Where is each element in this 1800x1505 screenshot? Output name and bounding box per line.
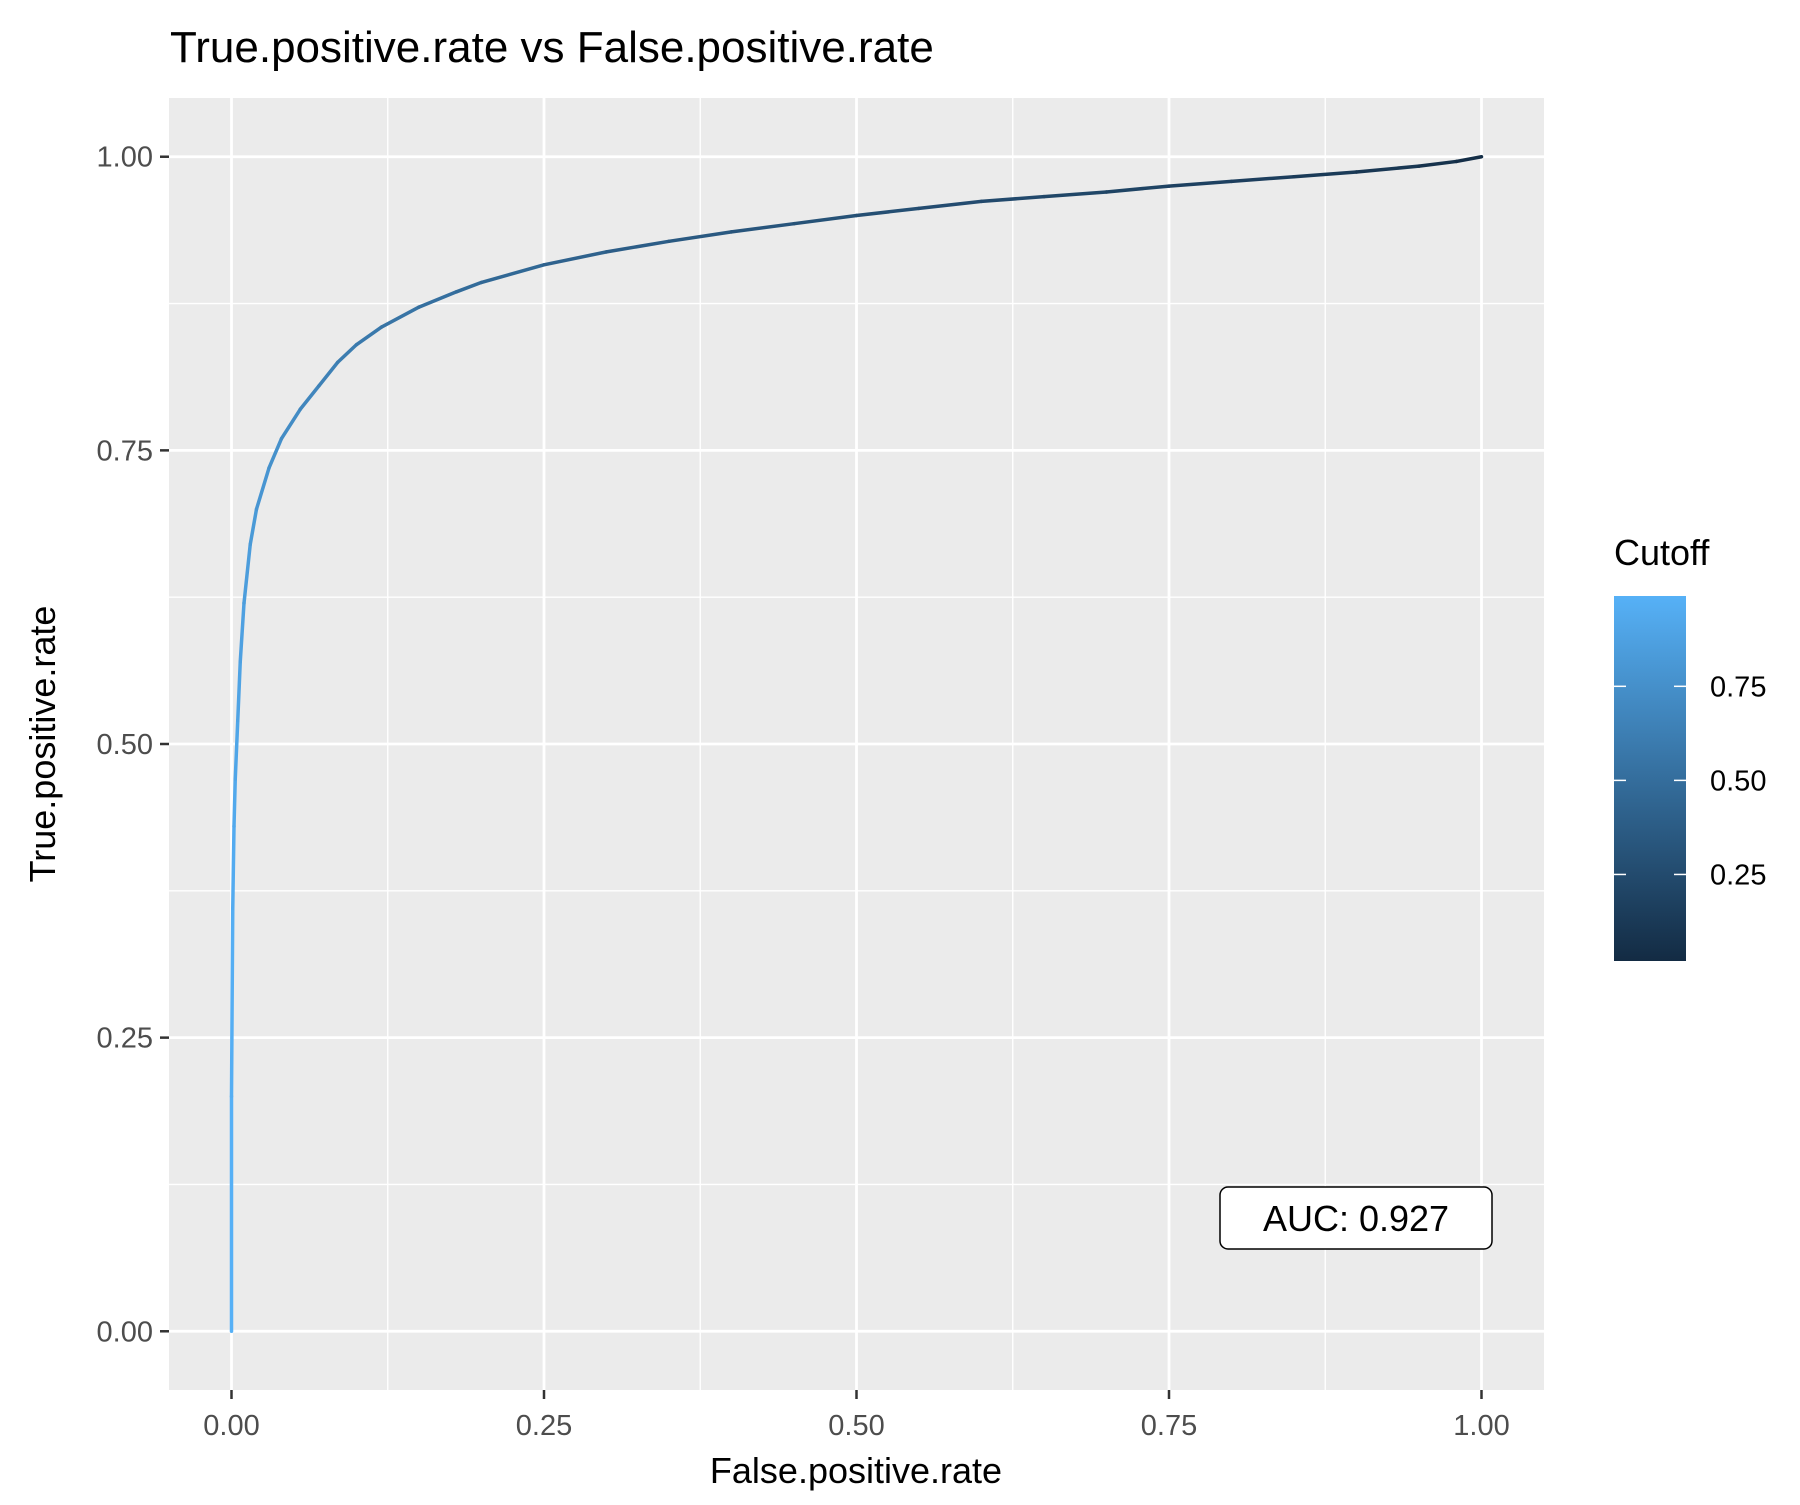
legend-tick-label: 0.50	[1710, 765, 1766, 797]
roc-curve-segment	[1454, 154, 1484, 164]
roc-curve-segment	[479, 263, 546, 285]
legend-tick-label: 0.25	[1710, 859, 1766, 891]
auc-annotation-label: AUC: 0.927	[1263, 1198, 1449, 1239]
roc-curve-segment	[1292, 170, 1359, 179]
roc-curve-segment	[1354, 164, 1421, 174]
y-tick-label: 0.00	[97, 1316, 153, 1348]
roc-curve-segment	[917, 199, 984, 211]
axes: 0.00 0.25 0.50 0.75 1.00 0.00 0.25 0.50 0.75 1.00	[97, 142, 1510, 1442]
chart-title: True.positive.rate vs False.positive.rat…	[170, 23, 934, 72]
roc-curve-segment	[248, 507, 259, 547]
grid-lines	[169, 98, 1544, 1390]
x-axis-title: False.positive.rate	[710, 1450, 1002, 1491]
roc-curve-segment	[667, 230, 734, 244]
y-tick-label: 0.50	[97, 729, 153, 761]
x-tick-label: 0.50	[828, 1410, 884, 1442]
roc-curve-segment	[792, 213, 859, 226]
roc-curve-segment	[1229, 174, 1296, 184]
roc-curve-segment	[354, 325, 384, 347]
roc-curve-segment	[1167, 179, 1234, 188]
roc-curve-segment	[254, 466, 271, 511]
y-tick-label: 1.00	[97, 142, 153, 174]
x-tick-label: 0.00	[203, 1410, 259, 1442]
x-tick-label: 0.25	[516, 1410, 572, 1442]
legend-colorbar	[1614, 596, 1686, 961]
x-tick-label: 0.75	[1141, 1410, 1197, 1442]
x-tick-label: 1.00	[1453, 1410, 1509, 1442]
legend-tick-label: 0.75	[1710, 671, 1766, 703]
roc-curve-segment	[229, 906, 235, 1099]
roc-curve-segment	[379, 305, 421, 329]
roc-curve-segment	[317, 360, 340, 388]
roc-curve-segment	[417, 290, 459, 309]
y-tick-label: 0.75	[97, 435, 153, 467]
roc-curve-segment	[242, 542, 252, 605]
y-axis-title: True.positive.rate	[22, 606, 63, 883]
legend-title: Cutoff	[1614, 532, 1710, 573]
roc-curve-segment	[267, 436, 284, 470]
roc-curve-segment	[854, 206, 921, 218]
auc-annotation-box	[1219, 1186, 1493, 1250]
roc-curve-segment	[604, 239, 671, 254]
roc-curve-segment	[1104, 184, 1171, 194]
roc-curve	[229, 154, 1484, 1334]
roc-curve-segment	[454, 280, 484, 294]
roc-curve-segment	[336, 342, 359, 365]
roc-curve-segment	[298, 384, 321, 412]
roc-curve-segment	[233, 718, 240, 781]
y-tick-label: 0.25	[97, 1023, 153, 1055]
roc-curve-segment	[236, 660, 242, 723]
legend: Cutoff 0.25 0.50 0.75	[1614, 532, 1766, 961]
auc-annotation: AUC: 0.927	[1219, 1186, 1493, 1250]
legend-ticks: 0.25 0.50 0.75	[1614, 671, 1766, 891]
roc-curve-segment	[232, 777, 237, 828]
roc-curve-segment	[979, 194, 1046, 204]
roc-curve-segment	[542, 250, 609, 267]
roc-curve-segment	[238, 601, 246, 664]
roc-curve-segment	[729, 221, 796, 234]
roc-curve-segment	[279, 407, 302, 441]
roc-curve-segment	[231, 824, 236, 911]
roc-curve-segment	[1042, 190, 1109, 199]
roc-curve-segment	[1417, 159, 1459, 168]
